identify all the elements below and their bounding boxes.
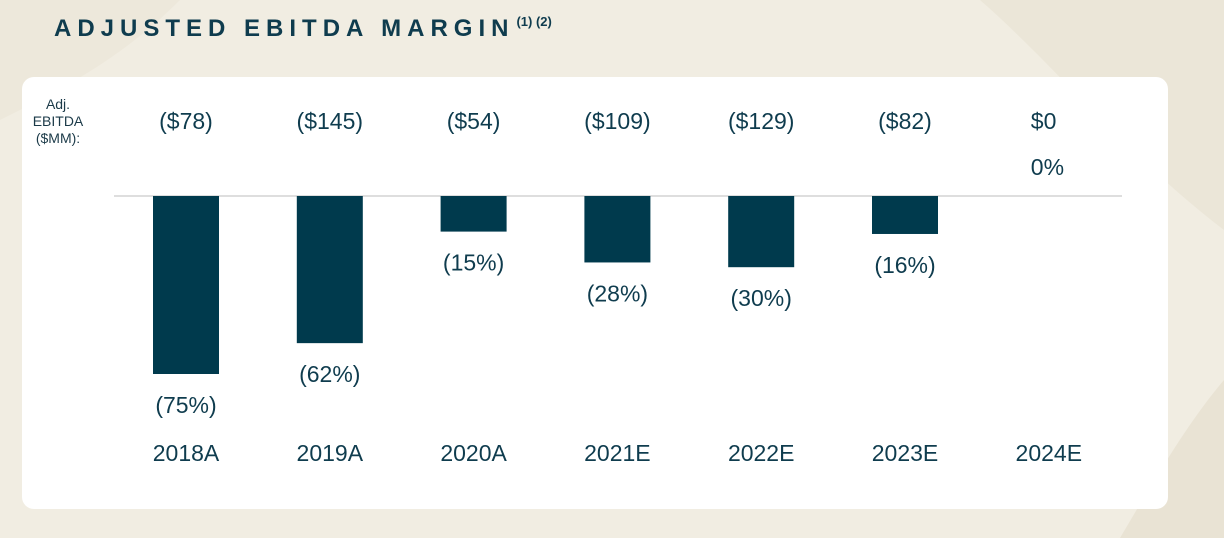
x-tick-label: 2022E bbox=[728, 440, 795, 466]
ebitda-value-label: ($54) bbox=[447, 108, 501, 134]
ebitda-value-label: ($129) bbox=[728, 108, 794, 134]
bar bbox=[728, 196, 795, 268]
bar bbox=[440, 196, 507, 232]
ebitda-value-label: ($109) bbox=[584, 108, 650, 134]
margin-value-label: (28%) bbox=[587, 280, 648, 306]
x-tick-label: 2018A bbox=[153, 440, 220, 466]
x-tick-label: 2020A bbox=[440, 440, 507, 466]
ebitda-value-label: ($78) bbox=[159, 108, 213, 134]
y-axis-label-line: ($MM): bbox=[35, 130, 81, 146]
title-text: ADJUSTED EBITDA MARGIN bbox=[54, 15, 515, 42]
bar bbox=[872, 196, 938, 234]
bar bbox=[584, 196, 651, 263]
x-tick-label: 2021E bbox=[584, 440, 651, 466]
margin-value-label: (16%) bbox=[874, 252, 935, 278]
ebitda-value-label: ($82) bbox=[878, 108, 932, 134]
y-axis-label: Adj. EBITDA ($MM): bbox=[28, 96, 88, 147]
bar bbox=[296, 196, 363, 344]
margin-value-label: (30%) bbox=[731, 285, 792, 311]
x-tick-label: 2023E bbox=[872, 440, 939, 466]
margin-value-label: 0% bbox=[1031, 154, 1064, 180]
x-tick-label: 2019A bbox=[297, 440, 364, 466]
ebitda-value-label: ($145) bbox=[297, 108, 363, 134]
margin-value-label: (75%) bbox=[155, 392, 216, 418]
x-tick-label: 2024E bbox=[1016, 440, 1083, 466]
margin-value-label: (15%) bbox=[443, 250, 504, 276]
footnote-refs: (1) (2) bbox=[516, 14, 552, 29]
y-axis-label-line: EBITDA bbox=[32, 113, 84, 129]
y-axis-label-line: Adj. bbox=[45, 96, 71, 112]
page-title: ADJUSTED EBITDA MARGIN (1) (2) bbox=[54, 14, 552, 43]
ebitda-value-label: $0 bbox=[1031, 108, 1057, 134]
margin-value-label: (62%) bbox=[299, 361, 360, 387]
bar bbox=[153, 196, 219, 374]
